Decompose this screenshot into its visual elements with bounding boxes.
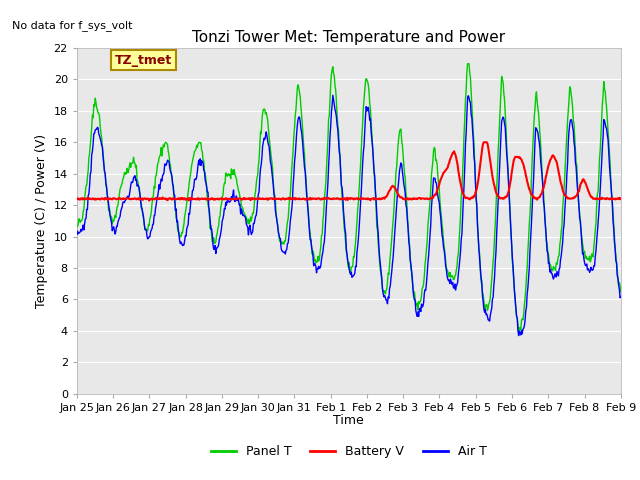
Y-axis label: Temperature (C) / Power (V): Temperature (C) / Power (V) [35,134,48,308]
Text: TZ_tmet: TZ_tmet [115,54,172,67]
Legend: Panel T, Battery V, Air T: Panel T, Battery V, Air T [206,440,492,463]
Title: Tonzi Tower Met: Temperature and Power: Tonzi Tower Met: Temperature and Power [192,30,506,46]
Text: No data for f_sys_volt: No data for f_sys_volt [12,20,132,31]
X-axis label: Time: Time [333,414,364,427]
